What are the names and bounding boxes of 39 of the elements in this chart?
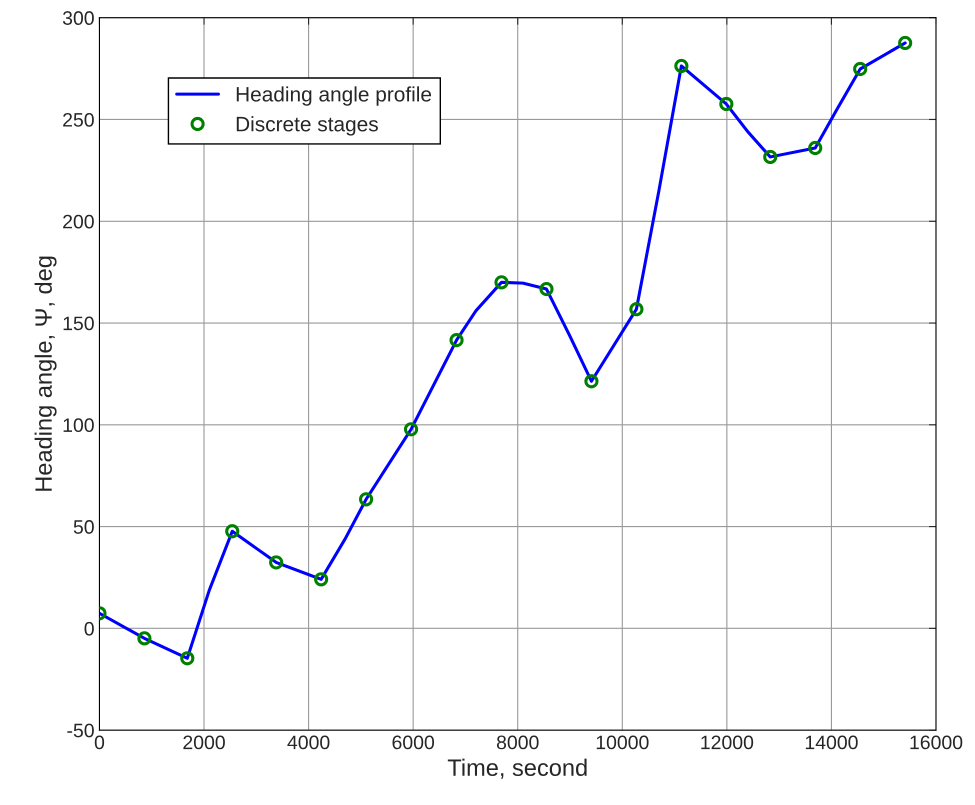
- x-tick-label: 6000: [392, 736, 434, 750]
- point: [225, 524, 240, 538]
- point: [137, 631, 152, 646]
- x-tick-label: 10000: [596, 736, 649, 750]
- point: [269, 555, 284, 570]
- y-axis-title: Heading angle, Ψ, deg: [34, 256, 57, 491]
- x-tick-label: 4000: [287, 736, 330, 750]
- y-tick-label: 150: [64, 316, 94, 330]
- x-tick-label: 16000: [910, 736, 962, 750]
- y-tick-label: 300: [62, 11, 94, 25]
- point: [763, 150, 778, 164]
- point: [674, 58, 688, 74]
- x-tick-label: 14000: [806, 736, 858, 750]
- point: [853, 62, 868, 76]
- point: [539, 282, 554, 296]
- point: [404, 422, 418, 436]
- x-tick-label: 12000: [701, 736, 754, 750]
- y-tick-label: 50: [74, 520, 94, 534]
- y-tick-label: 100: [64, 418, 94, 432]
- x-axis-title: Time, second: [448, 758, 587, 779]
- point: [584, 374, 599, 388]
- y-tick-label: 200: [63, 214, 94, 228]
- point: [494, 275, 509, 290]
- y-tick-label: 250: [63, 112, 94, 127]
- point: [898, 36, 912, 50]
- y-tick-label: -50: [67, 724, 94, 738]
- x-tick-label: 0: [94, 736, 104, 750]
- y-tick-label: 0: [84, 622, 94, 636]
- point: [719, 96, 734, 112]
- legend-label: Heading angle profile: [236, 86, 432, 106]
- point: [449, 333, 464, 348]
- point: [180, 651, 194, 666]
- legend-label: Discrete stages: [236, 116, 378, 136]
- point: [314, 572, 328, 586]
- x-tick-label: 2000: [183, 736, 225, 750]
- x-tick-label: 8000: [496, 736, 539, 750]
- point: [808, 140, 822, 156]
- point: [629, 302, 644, 316]
- point: [359, 492, 374, 506]
